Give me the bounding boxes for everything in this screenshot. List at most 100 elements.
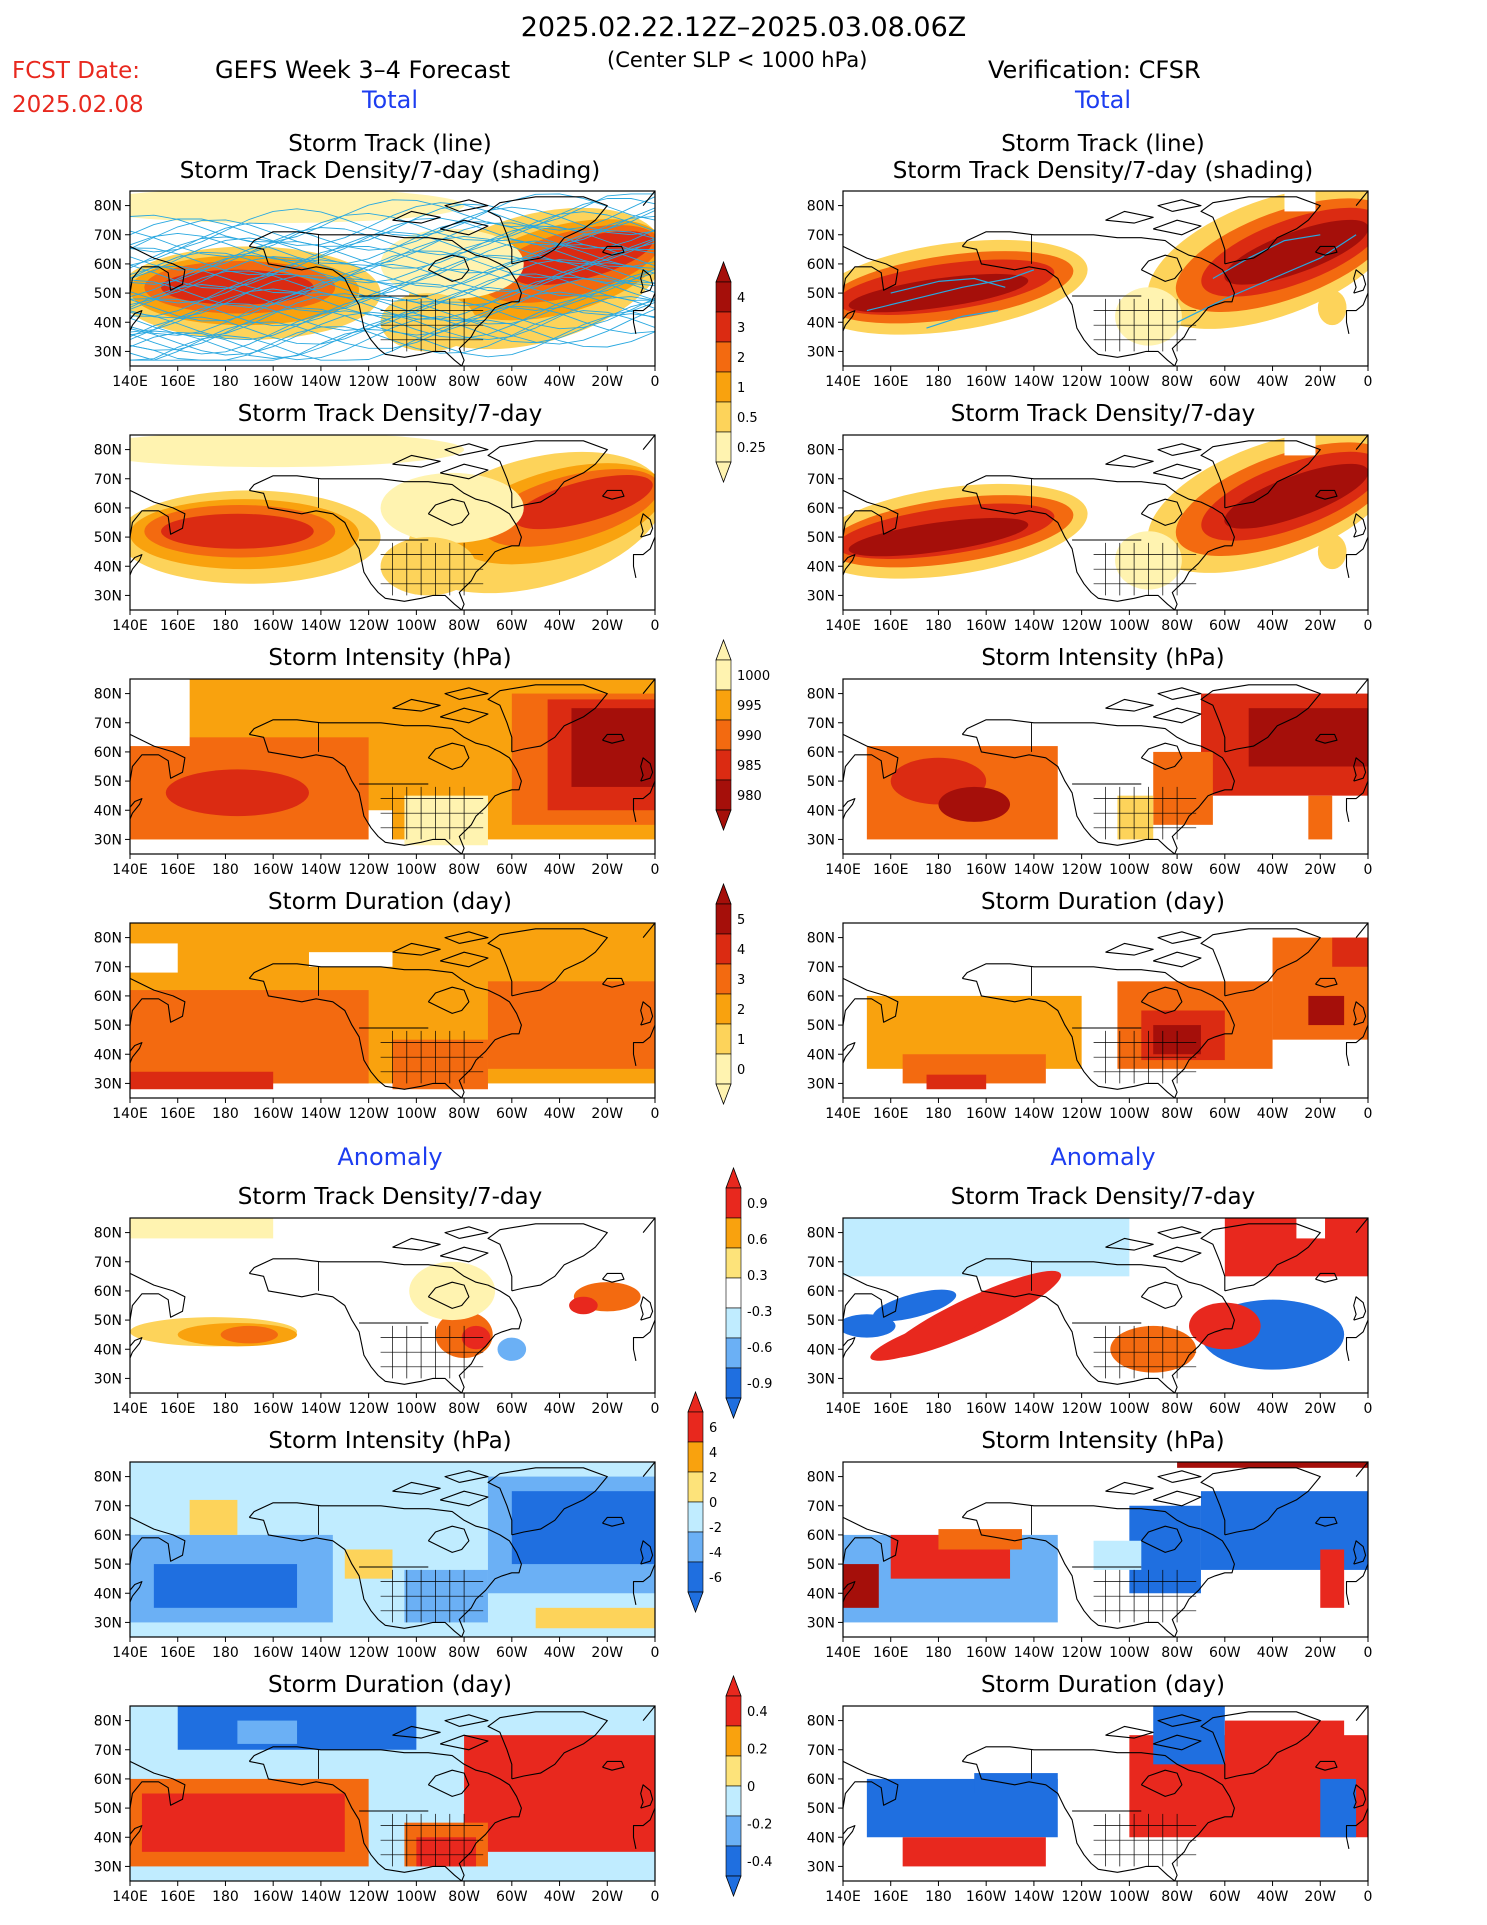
lon-tick-label: 100W (1109, 1889, 1150, 1905)
lon-tick-label: 80W (448, 1645, 480, 1661)
colorbar-label: 0.25 (737, 441, 766, 456)
lon-tick-label: 0 (1364, 862, 1373, 878)
colorbar-segment (687, 1561, 704, 1593)
lon-tick-label: 20W (591, 862, 623, 878)
lon-tick-label: 180 (212, 374, 239, 390)
colorbar-segment (687, 1441, 704, 1473)
lon-tick-label: 100W (1109, 1645, 1150, 1661)
colorbar-intensity: 1000 995 990 985 980 (715, 638, 796, 832)
lon-tick-label: 180 (212, 862, 239, 878)
coastlines (843, 435, 1368, 610)
lat-tick-label: 70N (807, 1255, 835, 1271)
lon-tick-label: 80W (448, 374, 480, 390)
colorbar-label: -0.6 (747, 1341, 772, 1356)
lon-tick-label: 160W (253, 1106, 294, 1122)
lat-tick-label: 80N (807, 199, 835, 215)
lat-tick-label: 40N (94, 1047, 122, 1063)
colorbar-label: 0.6 (747, 1233, 768, 1248)
lat-tick-label: 50N (94, 1801, 122, 1817)
lon-tick-label: 140E (112, 374, 148, 390)
colorbar-segment (687, 1471, 704, 1503)
lat-tick-label: 30N (94, 1371, 122, 1387)
colorbar-duration-anom: 0.4 0.2 0 -0.2 -0.4 (725, 1674, 806, 1898)
lat-tick-label: 40N (807, 1830, 835, 1846)
panel-title-intensity-verif: Storm Intensity (hPa) (981, 645, 1225, 671)
lon-tick-label: 80W (1161, 862, 1193, 878)
section-anomaly-left: Anomaly (337, 1143, 443, 1171)
lat-tick-label: 60N (94, 1284, 122, 1300)
lon-tick-label: 40W (1257, 618, 1289, 634)
verification-title: Verification: CFSR (988, 56, 1201, 84)
lon-tick-label: 120W (348, 618, 389, 634)
lat-tick-label: 80N (94, 199, 122, 215)
lon-tick-label: 140W (301, 374, 342, 390)
lon-tick-label: 180 (925, 374, 952, 390)
lon-tick-label: 160W (966, 862, 1007, 878)
lat-tick-label: 80N (807, 1714, 835, 1730)
lon-tick-label: 160W (966, 618, 1007, 634)
lon-tick-label: 40W (544, 1401, 576, 1417)
lat-tick-label: 70N (94, 716, 122, 732)
map-duration-anom-verif: 80N 70N 60N 50N 40N 30N 140E 160E 180 160W 140W 120… (807, 1705, 1372, 1905)
lat-tick-label: 80N (94, 1470, 122, 1486)
colorbar-segment (687, 1411, 704, 1443)
lat-tick-label: 60N (807, 1772, 835, 1788)
lon-tick-label: 0 (651, 862, 660, 878)
lon-tick-label: 120W (348, 374, 389, 390)
colorbar-duration: 5 4 3 2 1 0 (715, 882, 796, 1106)
map-duration-verif: 80N 70N 60N 50N 40N 30N 140E 160E 180 160W 140W 120… (807, 922, 1372, 1122)
lon-tick-label: 160W (253, 1645, 294, 1661)
lon-tick-label: 20W (1304, 374, 1336, 390)
panel-title-duration-anom-forecast: Storm Duration (day) (268, 1672, 512, 1698)
colorbar-label: 2 (709, 1471, 717, 1486)
lat-tick-label: 40N (807, 1586, 835, 1602)
lon-tick-label: 0 (1364, 1401, 1373, 1417)
lon-tick-label: 60W (496, 618, 528, 634)
colorbar-label: -0.4 (747, 1855, 772, 1870)
lon-tick-label: 20W (1304, 862, 1336, 878)
lon-tick-label: 20W (1304, 1401, 1336, 1417)
map-intensity-forecast: 80N 70N 60N 50N 40N 30N 140E 160E 180 160W 140W 120… (94, 678, 659, 878)
lon-tick-label: 160E (160, 618, 196, 634)
lon-tick-label: 140W (1014, 374, 1055, 390)
lon-tick-label: 80W (1161, 1106, 1193, 1122)
lon-tick-label: 100W (396, 862, 437, 878)
lon-tick-label: 160E (160, 1645, 196, 1661)
lon-tick-label: 140W (1014, 1889, 1055, 1905)
lon-tick-label: 100W (396, 1401, 437, 1417)
lon-tick-label: 40W (1257, 1645, 1289, 1661)
map-track-verif: 80N 70N 60N 50N 40N 30N 140E 160E 180 160W 140W 120… (807, 190, 1372, 390)
lon-tick-label: 80W (448, 618, 480, 634)
lon-tick-label: 0 (651, 1401, 660, 1417)
panel-title-density-verif: Storm Track Density/7-day (950, 401, 1256, 427)
lon-tick-label: 140W (1014, 1401, 1055, 1417)
lon-tick-label: 40W (1257, 1401, 1289, 1417)
map-duration-anom-forecast: 80N 70N 60N 50N 40N 30N 140E 160E 180 160W 140W 120… (94, 1705, 659, 1905)
section-anomaly-right: Anomaly (1050, 1143, 1156, 1171)
coastlines (843, 191, 1368, 366)
lat-tick-label: 40N (807, 1047, 835, 1063)
lon-tick-label: 0 (1364, 1889, 1373, 1905)
lon-tick-label: 160E (873, 1106, 909, 1122)
coastlines (130, 923, 655, 1098)
coastlines (843, 1706, 1368, 1881)
lon-tick-label: 100W (1109, 862, 1150, 878)
lon-tick-label: 20W (1304, 1645, 1336, 1661)
colorbar-segment (715, 779, 732, 811)
panel-title-duration-verif: Storm Duration (day) (981, 889, 1225, 915)
colorbar-label: 0.4 (747, 1705, 768, 1720)
panel-title-intensity-anom-forecast: Storm Intensity (hPa) (268, 1428, 512, 1454)
lat-tick-label: 30N (807, 1371, 835, 1387)
lon-tick-label: 80W (448, 1401, 480, 1417)
lon-tick-label: 140E (112, 1106, 148, 1122)
lat-tick-label: 80N (807, 1226, 835, 1242)
lon-tick-label: 20W (1304, 1106, 1336, 1122)
lon-tick-label: 140W (301, 618, 342, 634)
lat-tick-label: 30N (94, 1859, 122, 1875)
lon-tick-label: 140W (301, 1889, 342, 1905)
lon-tick-label: 0 (651, 1889, 660, 1905)
map-field (130, 1706, 655, 1881)
lon-tick-label: 40W (544, 1106, 576, 1122)
lon-tick-label: 0 (1364, 1106, 1373, 1122)
lat-tick-label: 70N (94, 1499, 122, 1515)
